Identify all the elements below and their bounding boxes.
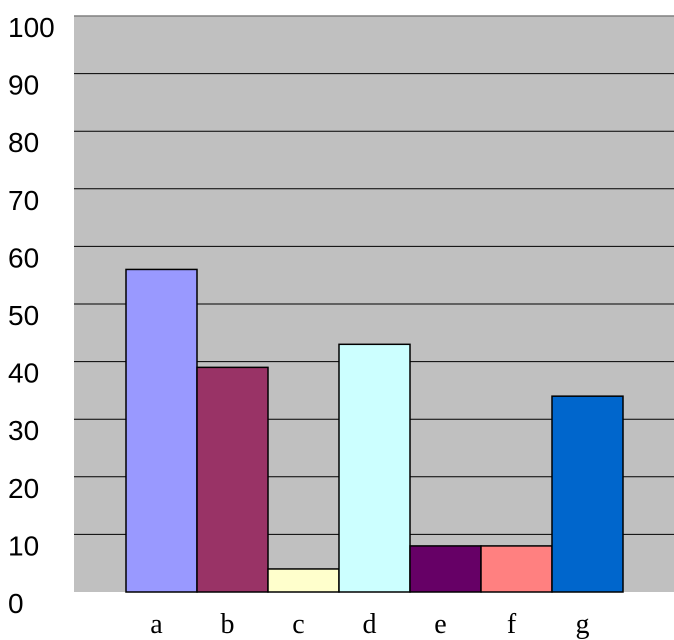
bar-g [551,395,624,593]
bar-e [409,545,482,593]
x-axis-tick-labels: a b c d e f g [150,609,589,640]
y-tick-label: 90 [8,70,39,101]
bar-b [196,366,269,593]
bar-a [125,268,198,593]
bar-f [480,545,553,593]
y-tick-label: 30 [8,415,39,446]
y-tick-label: 70 [8,185,39,216]
x-tick-label: g [576,609,590,640]
y-tick-label: 40 [8,358,39,389]
y-tick-label: 60 [8,242,39,273]
x-tick-label: b [221,609,235,640]
y-tick-label: 100 [8,12,55,43]
y-tick-label: 10 [8,530,39,561]
x-tick-label: d [363,609,377,640]
y-tick-label: 20 [8,473,39,504]
y-tick-label: 0 [8,588,24,619]
x-tick-label: a [150,609,163,640]
x-tick-label: c [292,609,304,640]
bar-d [338,343,411,593]
bar-c [267,568,340,593]
bars [125,268,624,593]
x-tick-label: f [507,609,517,640]
y-tick-label: 80 [8,127,39,158]
y-axis-tick-labels: 0 10 20 30 40 50 60 70 80 90 100 [8,12,55,619]
x-tick-label: e [434,609,446,640]
y-tick-label: 50 [8,300,39,331]
